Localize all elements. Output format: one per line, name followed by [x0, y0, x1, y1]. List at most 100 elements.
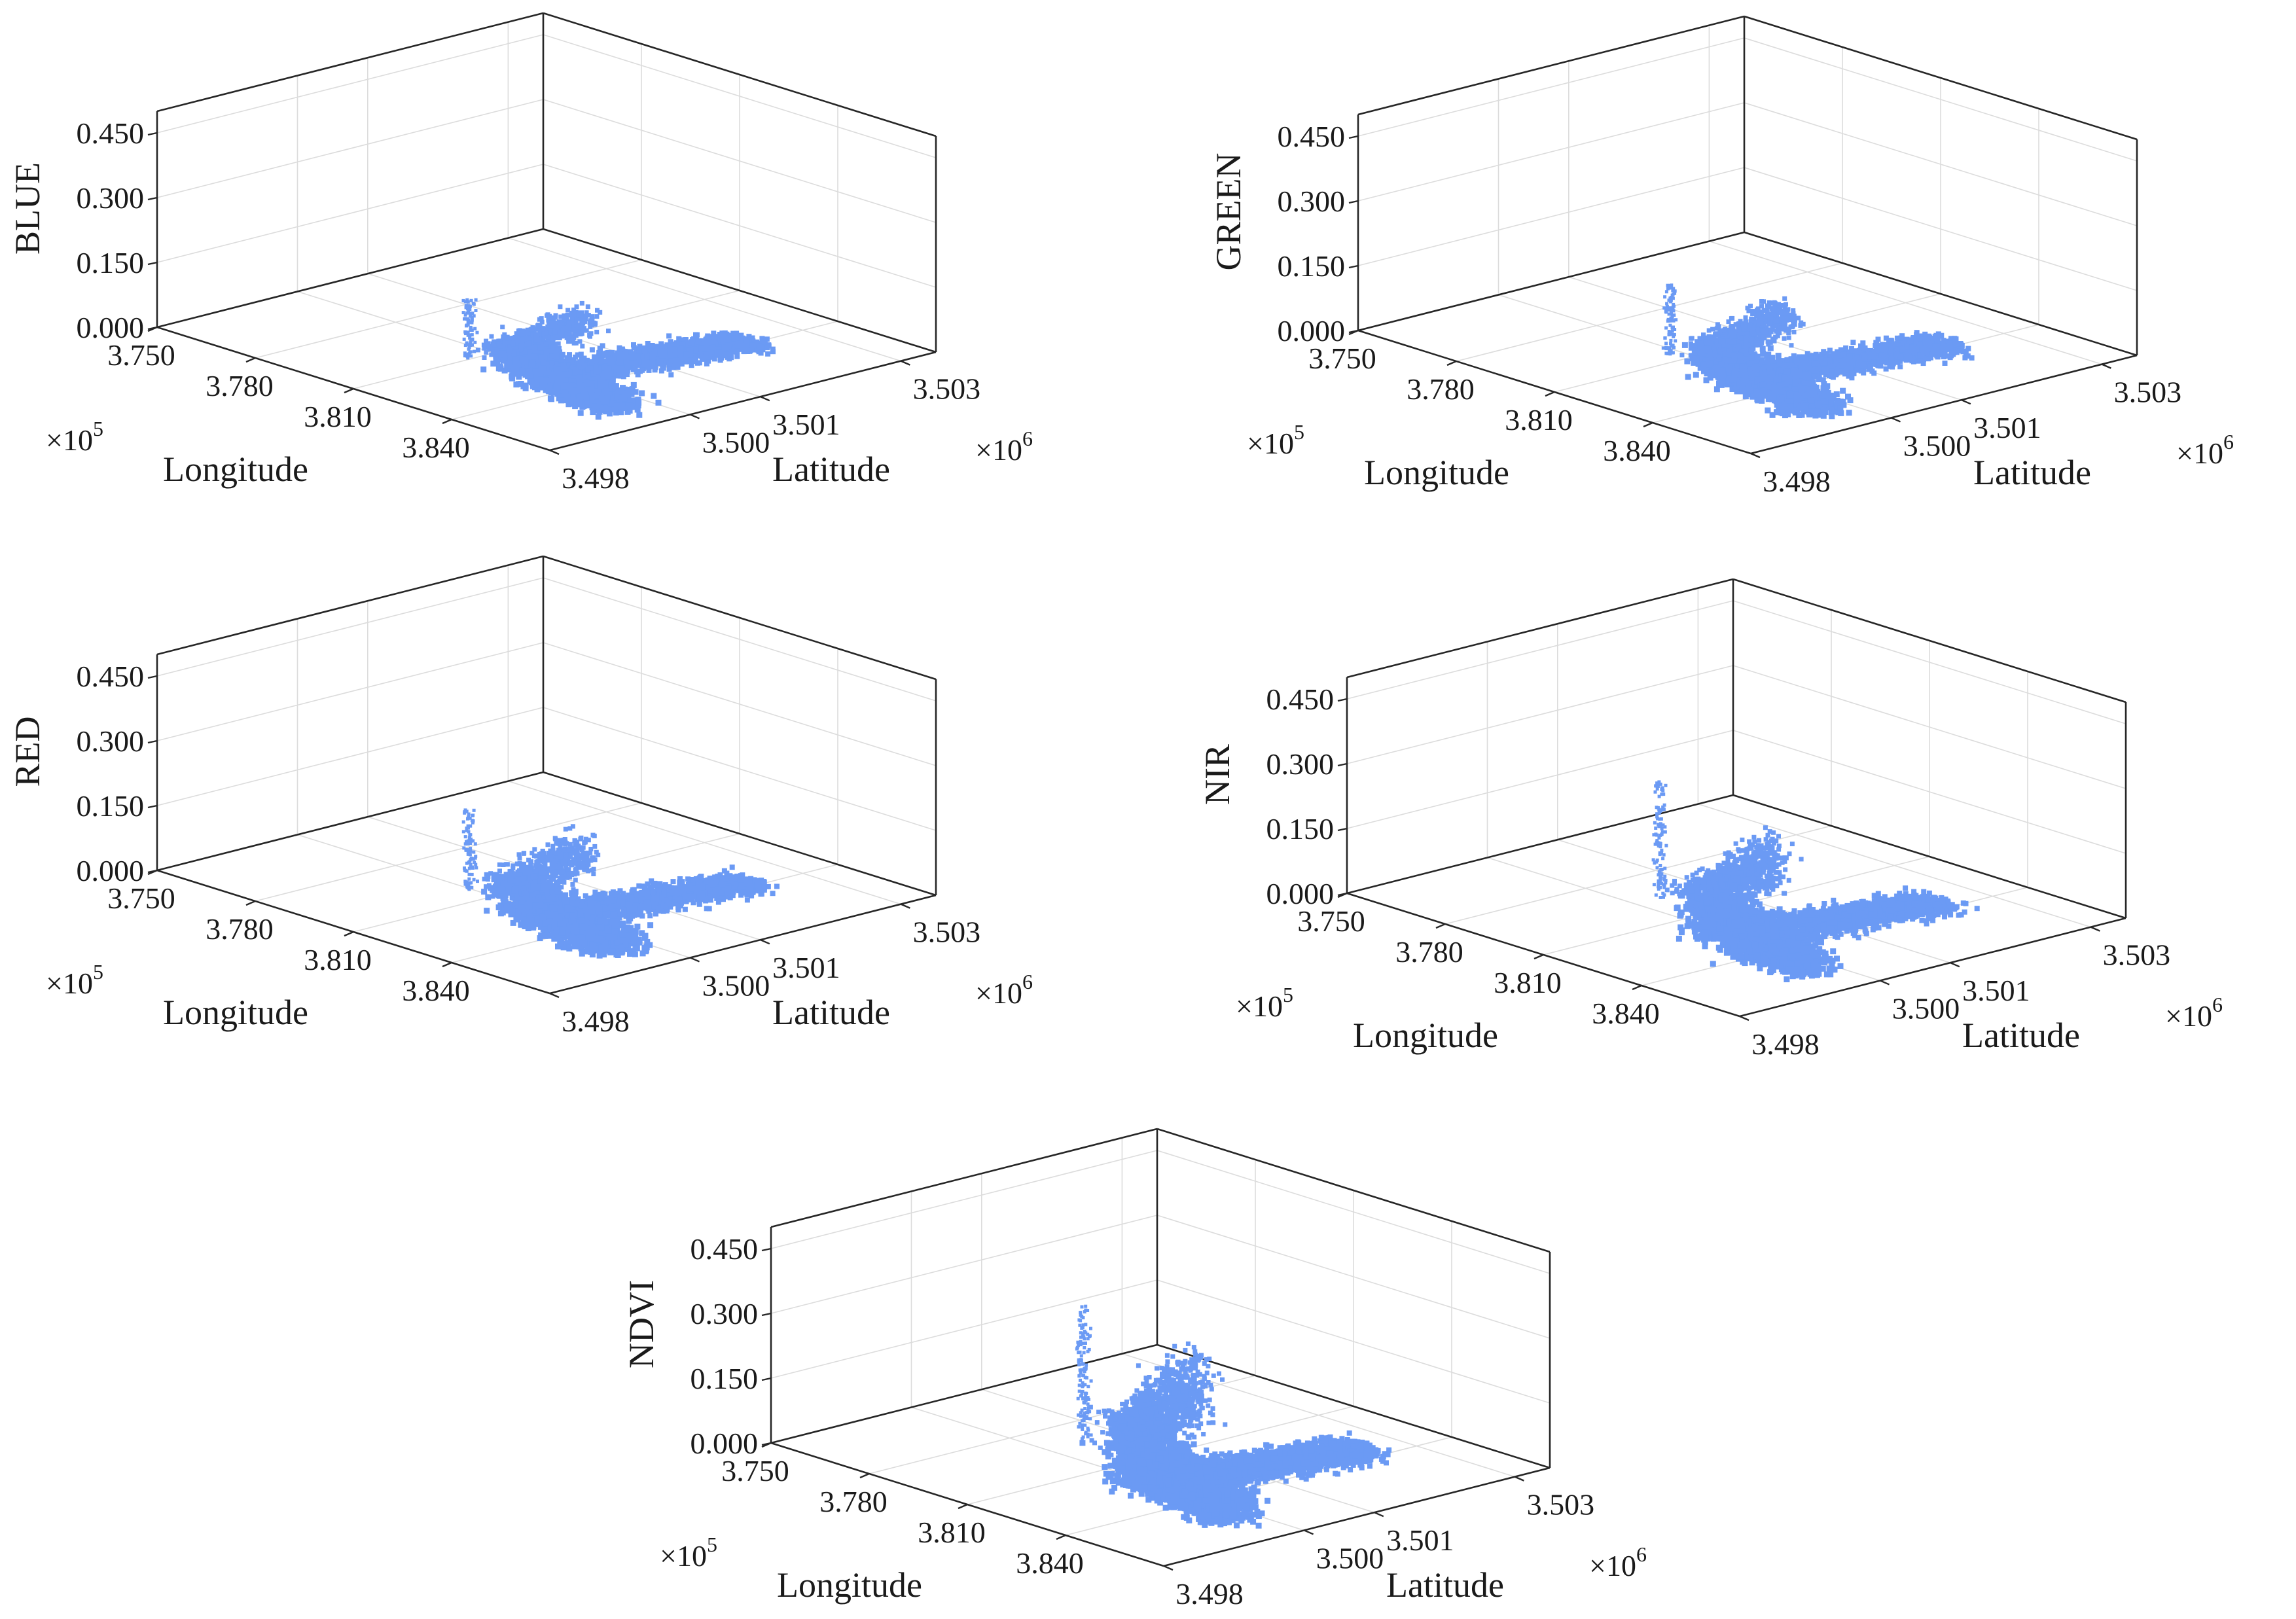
scatter-point — [501, 367, 508, 374]
scatter-point — [484, 338, 489, 344]
scatter-point — [634, 406, 641, 413]
scatter-point — [516, 374, 522, 380]
scatter-point — [519, 368, 526, 375]
scatter-point — [526, 356, 533, 363]
scatter-point — [574, 387, 581, 393]
scatter-point — [1816, 376, 1822, 383]
scatter-point — [520, 329, 526, 334]
scatter-point — [534, 386, 541, 393]
scatter-point — [589, 363, 595, 368]
scatter-point — [565, 357, 571, 363]
scatter-point — [695, 360, 700, 366]
scatter-point — [612, 354, 618, 360]
z-tick-label: 0.150 — [77, 246, 145, 279]
scatter-point — [567, 384, 573, 391]
scatter-point — [553, 313, 558, 318]
scatter-point — [573, 363, 578, 368]
scatter-point — [688, 352, 693, 358]
scatter-point — [538, 371, 544, 377]
scatter-point — [487, 347, 492, 352]
scatter-point — [603, 383, 610, 389]
scatter-point — [469, 298, 473, 302]
scatter-point — [597, 382, 603, 389]
scatter-point — [692, 355, 698, 361]
scatter-point — [469, 329, 473, 332]
scatter-point — [564, 331, 569, 336]
scatter-point — [680, 341, 686, 347]
scatter-point — [556, 372, 562, 378]
scatter-point — [703, 349, 709, 355]
scatter-point — [622, 391, 628, 397]
scatter-point — [466, 300, 470, 304]
scatter-point — [571, 317, 576, 322]
scatter-point — [749, 342, 755, 348]
scatter-point — [548, 396, 554, 402]
scatter-point — [507, 336, 512, 341]
scatter-point — [704, 361, 709, 366]
scatter-point — [549, 323, 554, 329]
scatter-point — [636, 412, 643, 418]
scatter-point — [678, 355, 683, 360]
scatter-point — [550, 389, 557, 396]
scatter-point — [708, 349, 713, 355]
scatter-point — [738, 332, 744, 338]
scatter-point — [507, 345, 512, 350]
scatter-point — [725, 354, 730, 360]
scatter-point — [524, 346, 529, 351]
scatter-point — [518, 381, 524, 387]
scatter-point — [595, 357, 601, 363]
scatter-point — [624, 408, 631, 415]
scatter-point — [482, 355, 487, 360]
scatter-point — [702, 346, 708, 352]
scatter-point — [648, 347, 654, 353]
scatter-point — [573, 333, 579, 338]
scatter-point — [468, 336, 472, 340]
scatter-point — [592, 354, 598, 360]
scatter-point — [584, 310, 589, 315]
scatter-point — [563, 377, 569, 383]
scatter-point — [592, 320, 596, 325]
scatter-point — [466, 352, 470, 356]
scatter-point — [463, 332, 467, 336]
scatter-point — [698, 345, 704, 351]
scatter-point — [542, 334, 547, 339]
scatter-point — [1765, 407, 1771, 414]
scatter-point — [596, 350, 602, 356]
scatter-point — [679, 361, 685, 367]
scatter-point — [533, 327, 539, 332]
scatter-point — [545, 325, 550, 330]
longitude-tick-label: 3.780 — [206, 369, 274, 402]
scatter-point — [590, 317, 595, 322]
scatter-point — [512, 356, 518, 361]
scatter-point — [465, 342, 469, 346]
scatter-point — [469, 342, 473, 346]
scatter-point — [579, 310, 584, 315]
latitude-axis-label: Latitude — [772, 450, 890, 489]
scatter-point — [596, 408, 603, 415]
scatter-point — [518, 347, 524, 352]
scatter-point — [588, 331, 594, 336]
scatter-point — [466, 330, 470, 334]
scatter-point — [581, 388, 587, 394]
scatter-point — [528, 348, 532, 353]
scatter-point — [603, 358, 609, 364]
scatter-point — [507, 340, 512, 345]
scatter-point — [509, 372, 516, 379]
scatter-point — [527, 336, 532, 342]
scatter-point — [562, 325, 567, 330]
scatter-point — [633, 361, 639, 366]
scatter-point — [626, 387, 632, 393]
scatter-point — [742, 344, 747, 349]
scatter-point — [649, 355, 655, 361]
scatter-point — [470, 321, 474, 325]
scatter-point — [512, 351, 517, 356]
scatter-point — [746, 334, 752, 340]
scatter-point — [608, 382, 615, 388]
scatter-point — [463, 354, 467, 358]
scatter-point — [666, 350, 672, 355]
scatter-point — [641, 362, 646, 368]
scatter-point — [706, 354, 712, 360]
scatter-point — [1759, 346, 1766, 352]
scatter-point — [617, 388, 623, 395]
scatter-point — [461, 311, 465, 315]
